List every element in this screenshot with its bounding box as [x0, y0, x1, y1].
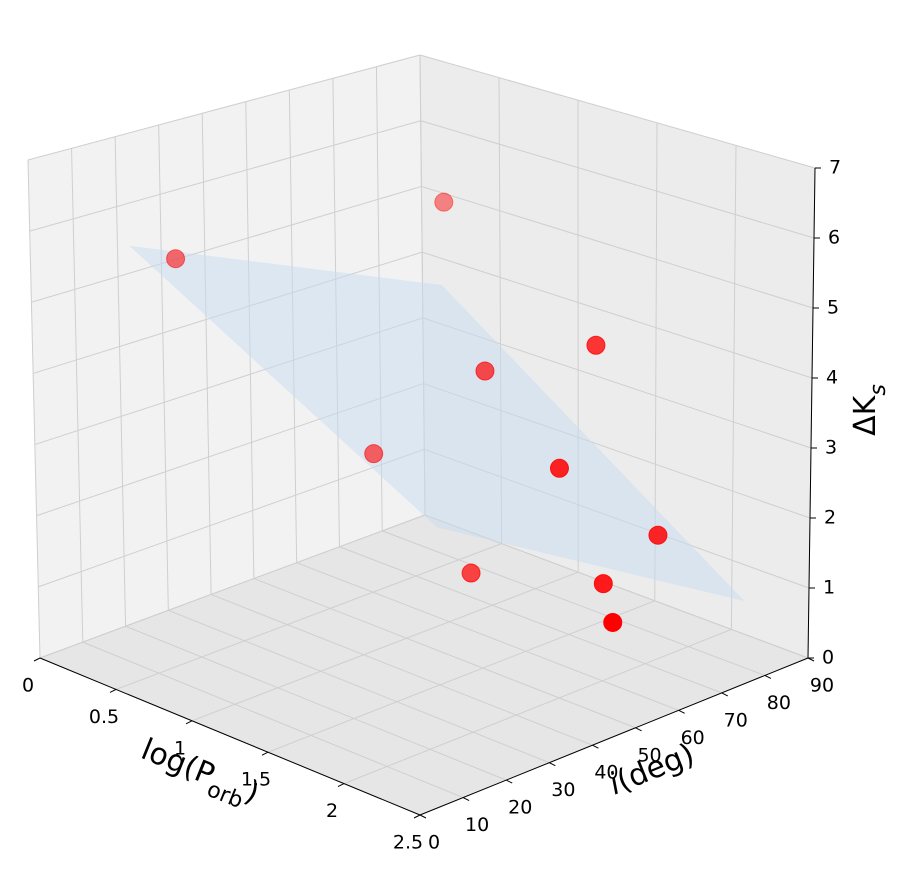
tick-mark: [678, 709, 685, 714]
z-axis-line: [807, 167, 816, 659]
tick-mark: [721, 692, 729, 697]
grid-line: [382, 530, 766, 676]
point: [434, 192, 454, 212]
tick-mark: [592, 744, 599, 749]
grid-line: [115, 543, 502, 690]
y-tick-label: 10: [465, 814, 489, 836]
grid-line: [39, 514, 426, 659]
z-axis-label: ΔKs: [848, 384, 891, 436]
z-axis-label-part: ΔK: [848, 394, 883, 436]
z-tick-label: 0: [822, 647, 834, 669]
grid-line: [158, 124, 169, 611]
y-tick-label: 90: [810, 675, 834, 697]
grid-line: [419, 54, 816, 169]
grid-line: [82, 641, 464, 799]
point: [603, 612, 623, 632]
z-tick-label: 6: [828, 227, 840, 249]
x-tick-label: 2.5: [393, 832, 423, 854]
grid-line: [29, 120, 421, 232]
y-tick-label: 40: [594, 762, 618, 784]
grid-line: [210, 593, 593, 746]
x-axis-line: [39, 657, 421, 816]
point: [461, 563, 481, 583]
y-tick-label: 70: [724, 709, 748, 731]
y-tick-label: 20: [508, 797, 532, 819]
x-tick-label: 1: [174, 737, 186, 759]
grid-line: [421, 251, 813, 379]
tick-mark: [33, 657, 41, 662]
z-tick-label: 3: [825, 437, 837, 459]
y-tick-label: 30: [551, 779, 575, 801]
fit-surface: [129, 245, 745, 602]
y-tick-label: 80: [767, 692, 791, 714]
x-tick-label: 0: [22, 675, 34, 697]
tick-mark: [413, 814, 421, 819]
grid-line: [201, 113, 212, 595]
grid-line: [71, 148, 84, 643]
point: [166, 249, 186, 269]
point: [364, 444, 384, 464]
point: [648, 525, 668, 545]
x-tick-label: 0.5: [89, 706, 119, 728]
y-tick-label: 50: [637, 744, 661, 766]
tick-mark: [337, 783, 345, 788]
grid-line: [730, 145, 737, 630]
tick-mark: [764, 674, 772, 679]
z-axis-label-sub: s: [866, 384, 891, 395]
grid-line: [114, 136, 127, 627]
grid-line: [38, 448, 425, 588]
z-tick-label: 4: [826, 367, 838, 389]
tick-mark: [635, 727, 642, 732]
x-tick-label: 1.5: [241, 769, 271, 791]
tick-mark: [419, 814, 427, 819]
z-tick-label: 7: [829, 157, 841, 179]
tick-mark: [505, 779, 513, 784]
y-axis-line: [419, 657, 809, 816]
tick-mark: [109, 688, 117, 693]
point: [549, 458, 569, 478]
grid-line: [296, 562, 679, 711]
point: [475, 361, 495, 381]
y-tick-label: 0: [428, 832, 440, 854]
x-tick-label: 2: [326, 800, 338, 822]
tick-mark: [462, 797, 470, 802]
z-tick-label: 1: [823, 577, 835, 599]
z-tick-label: 2: [824, 507, 836, 529]
marks: [129, 192, 745, 632]
point: [593, 574, 613, 594]
grid-line: [31, 185, 422, 303]
grid-line: [253, 578, 636, 729]
grid-line: [420, 120, 815, 239]
grid-line: [27, 54, 421, 161]
y-tick-label: 60: [681, 727, 705, 749]
z-tick-label: 5: [827, 297, 839, 319]
grid-line: [191, 571, 579, 722]
grid-line: [421, 185, 814, 309]
grid-line: [125, 625, 507, 781]
point: [586, 335, 606, 355]
tick-mark: [185, 720, 193, 725]
grid-line: [343, 628, 732, 785]
grid-line: [267, 600, 655, 753]
tick-mark: [261, 751, 269, 756]
grid-line: [168, 609, 550, 764]
tick-mark: [549, 762, 556, 767]
grid-line: [339, 546, 722, 694]
grid-line: [27, 159, 41, 659]
